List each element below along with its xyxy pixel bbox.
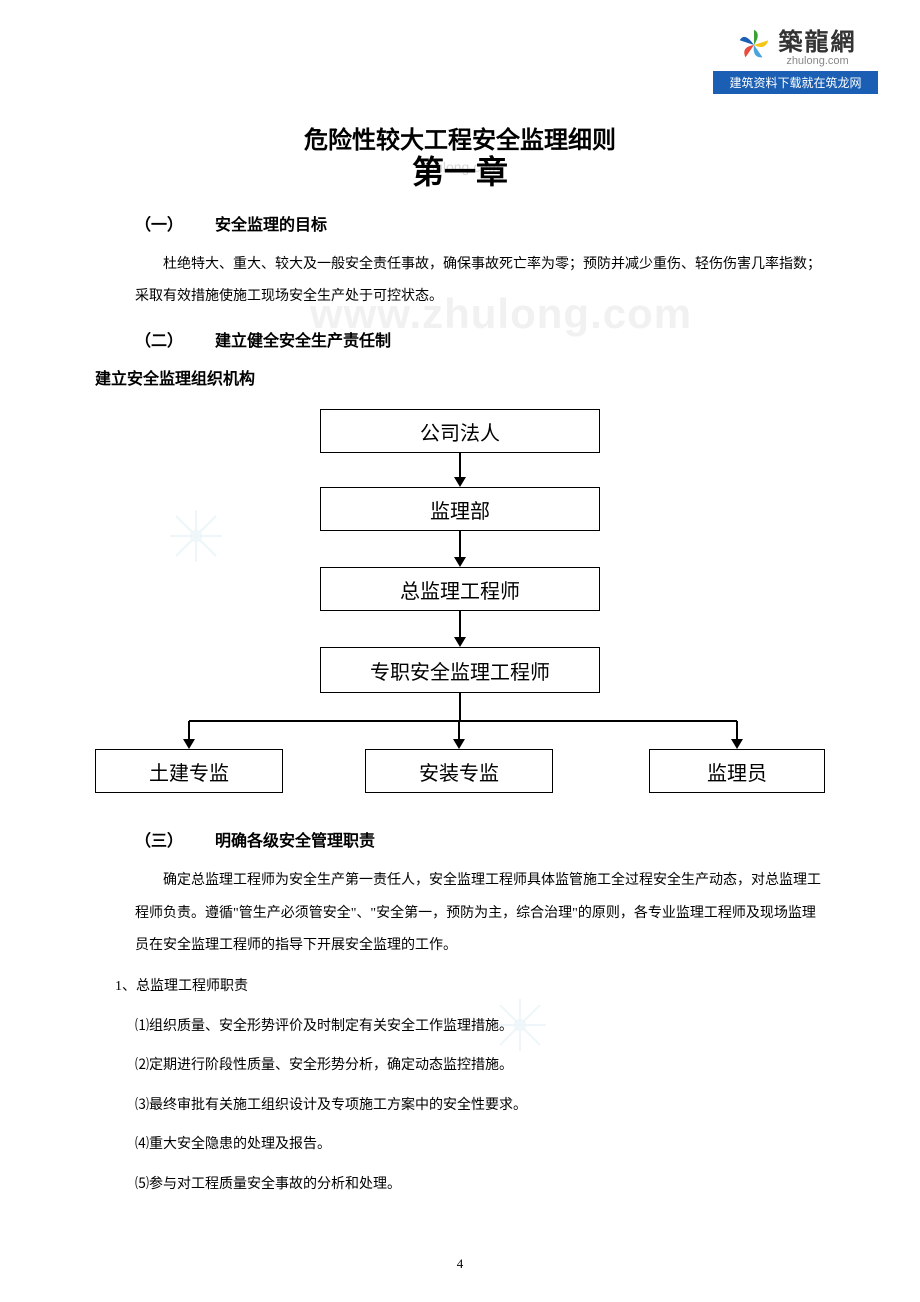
chapter-title: 第一章 [95, 147, 825, 193]
page-content: 危险性较大工程安全监理细则 zhulong.com 第一章 （一）安全监理的目标… [0, 0, 920, 1202]
section-1-num: （一） [135, 211, 215, 235]
section-2-title: 建立健全安全生产责任制 [215, 333, 391, 350]
section-3-heading: （三）明确各级安全管理职责 [135, 827, 825, 851]
flowchart-node-n5: 土建专监 [95, 749, 283, 793]
page-number: 4 [0, 1256, 920, 1272]
p3-item-3: ⑶最终审批有关施工组织设计及专项施工方案中的安全性要求。 [135, 1089, 825, 1123]
flowchart-node-n7: 监理员 [649, 749, 825, 793]
section-2-num: （二） [135, 327, 215, 351]
flowchart-node-n4: 专职安全监理工程师 [320, 647, 600, 693]
section-2-sub: 建立安全监理组织机构 [95, 365, 825, 389]
org-flowchart: 公司法人监理部总监理工程师专职安全监理工程师土建专监 安装专监 监理员 [95, 409, 825, 809]
section-3-num: （三） [135, 827, 215, 851]
brand-name-cn: 築龍網 [779, 22, 857, 57]
p3-item-2: ⑵定期进行阶段性质量、安全形势分析，确定动态监控措施。 [135, 1049, 825, 1083]
flowchart-node-n2: 监理部 [320, 487, 600, 531]
brand-banner: 建筑资料下载就在筑龙网 [713, 71, 878, 94]
section-3-title: 明确各级安全管理职责 [215, 833, 375, 850]
section-2-heading: （二）建立健全安全生产责任制 [135, 327, 825, 351]
p3-item-1: ⑴组织质量、安全形势评价及时制定有关安全工作监理措施。 [135, 1010, 825, 1044]
paragraph-3: 确定总监理工程师为安全生产第一责任人，安全监理工程师具体监管施工全过程安全生产动… [135, 865, 825, 962]
flowchart-node-n1: 公司法人 [320, 409, 600, 453]
paragraph-1: 杜绝特大、重大、较大及一般安全责任事故，确保事故死亡率为零；预防并减少重伤、轻伤… [135, 249, 825, 313]
brand-logo-block: 築龍網 zhulong.com 建筑资料下载就在筑龙网 [713, 22, 878, 94]
flowchart-node-n6: 安装专监 [365, 749, 553, 793]
p3-item-4: ⑷重大安全隐患的处理及报告。 [135, 1128, 825, 1162]
brand-name-en: zhulong.com [779, 55, 857, 67]
section-1-title: 安全监理的目标 [215, 217, 327, 234]
pinwheel-icon [735, 26, 773, 64]
p3-lead: 1、总监理工程师职责 [115, 970, 825, 1004]
flowchart-node-n3: 总监理工程师 [320, 567, 600, 611]
section-1-heading: （一）安全监理的目标 [135, 211, 825, 235]
p3-item-5: ⑸参与对工程质量安全事故的分析和处理。 [135, 1168, 825, 1202]
